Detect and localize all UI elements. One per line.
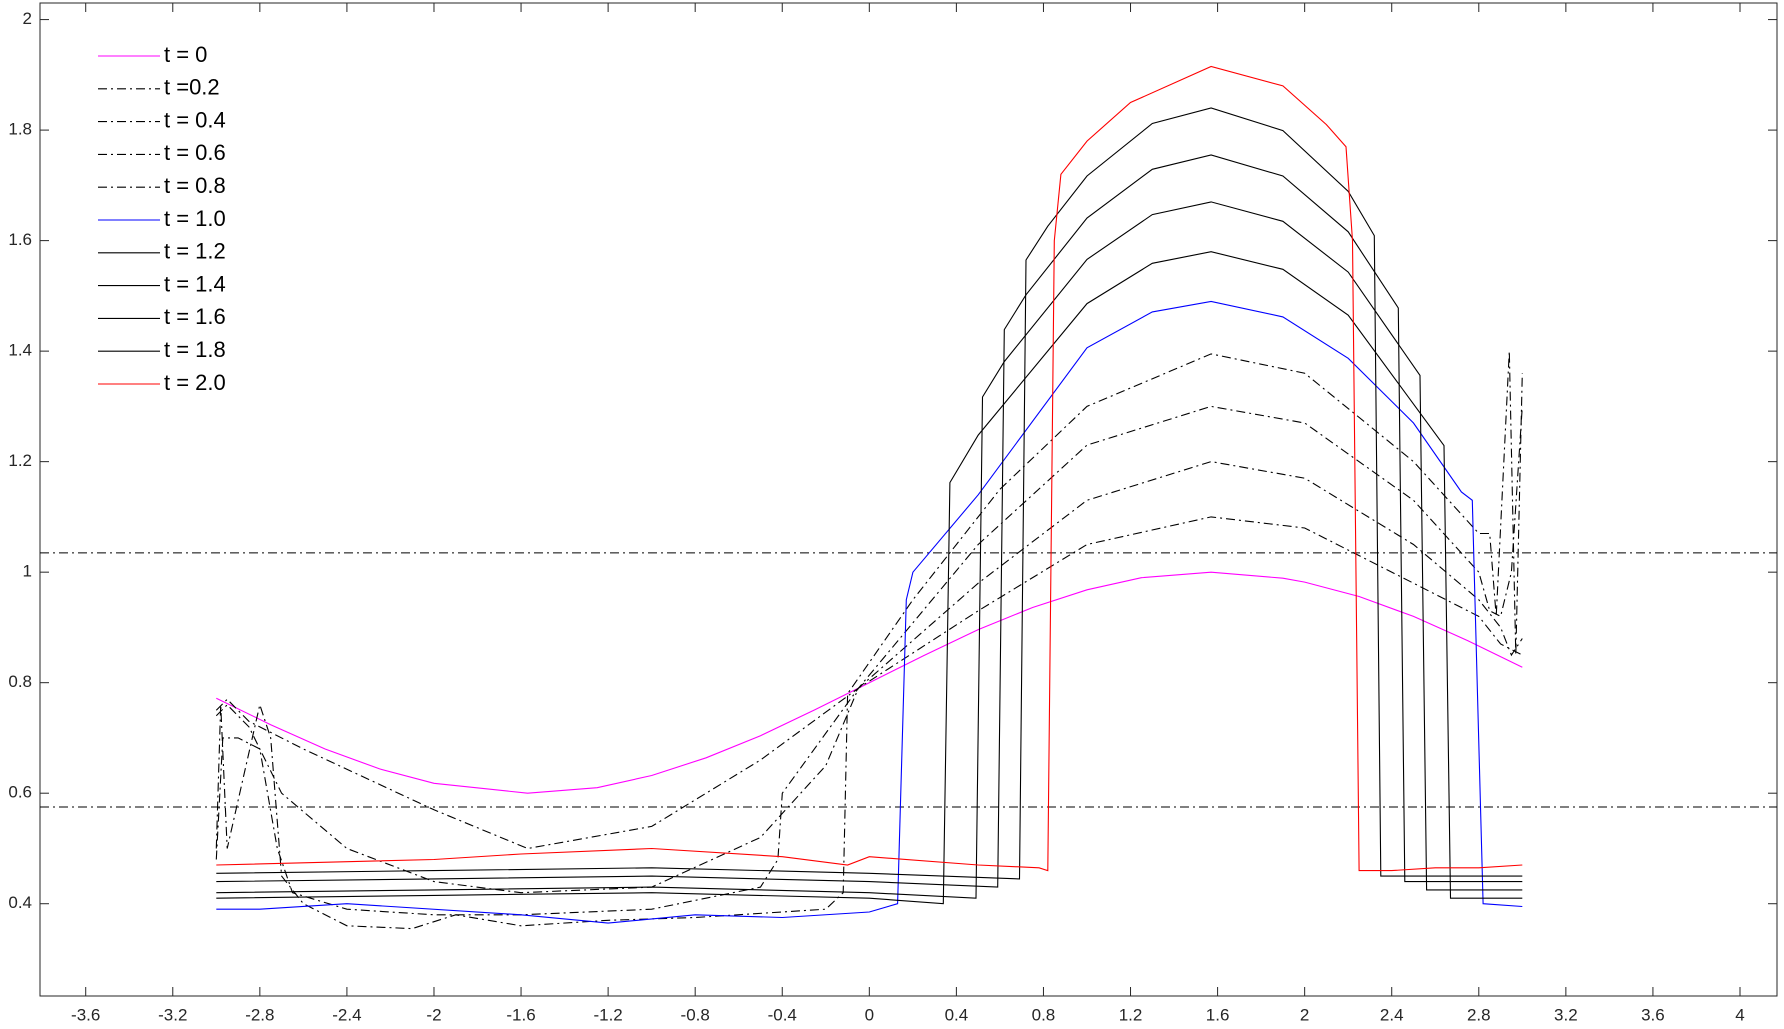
- legend-label: t =0.2: [164, 75, 220, 100]
- legend-label: t = 2.0: [164, 370, 226, 395]
- legend-label: t = 0.4: [164, 107, 226, 132]
- series-line: [216, 201, 1523, 899]
- y-tick-label: 1.2: [8, 451, 32, 470]
- x-tick-label: 1.6: [1206, 1005, 1230, 1024]
- x-tick-label: 0.8: [1032, 1005, 1056, 1024]
- legend-label: t = 1.0: [164, 206, 226, 231]
- x-tick-label: 2.4: [1380, 1005, 1404, 1024]
- series-line: [216, 65, 1523, 872]
- series-line: [216, 107, 1523, 880]
- y-tick-label: 1.4: [8, 341, 32, 360]
- y-tick-label: 1.6: [8, 230, 32, 249]
- x-tick-label: -2.8: [245, 1005, 274, 1024]
- legend-label: t = 0: [164, 42, 207, 67]
- x-tick-label: -2: [426, 1005, 441, 1024]
- series-line: [216, 300, 1523, 924]
- series-line: [216, 154, 1523, 888]
- x-tick-label: 3.2: [1554, 1005, 1578, 1024]
- legend-label: t = 0.6: [164, 140, 226, 165]
- legend-label: t = 1.6: [164, 304, 226, 329]
- y-tick-label: 0.6: [8, 783, 32, 802]
- legend-label: t = 1.2: [164, 239, 226, 264]
- legend-label: t = 1.4: [164, 271, 226, 296]
- series-line: [215, 405, 1523, 916]
- x-tick-label: -3.2: [158, 1005, 187, 1024]
- series-line: [215, 351, 1523, 930]
- x-tick-label: 0: [865, 1005, 874, 1024]
- series-line: [216, 251, 1523, 905]
- series-line: [215, 516, 1523, 850]
- x-tick-label: -2.4: [332, 1005, 361, 1024]
- plot-area: [39, 2, 1778, 997]
- x-tick-label: 2: [1300, 1005, 1309, 1024]
- x-tick-label: -1.2: [593, 1005, 622, 1024]
- legend: t = 0 t =0.2 t = 0.4 t = 0.6 t = 0.8 t = 1.0 t…: [98, 42, 226, 395]
- x-tick-label: -3.6: [71, 1005, 100, 1024]
- x-tick-label: 0.4: [945, 1005, 969, 1024]
- x-tick-label: 2.8: [1467, 1005, 1491, 1024]
- x-tick-label: 1.2: [1119, 1005, 1143, 1024]
- series-line: [216, 571, 1523, 794]
- series-line: [215, 461, 1523, 894]
- x-tick-label: -1.6: [506, 1005, 535, 1024]
- y-tick-label: 1.8: [8, 120, 32, 139]
- legend-label: t = 0.8: [164, 173, 226, 198]
- y-tick-label: 1: [23, 562, 32, 581]
- y-tick-label: 0.4: [8, 893, 32, 912]
- y-tick-label: 2: [23, 9, 32, 28]
- legend-label: t = 1.8: [164, 337, 226, 362]
- x-tick-label: -0.4: [768, 1005, 797, 1024]
- x-tick-label: 3.6: [1641, 1005, 1665, 1024]
- x-tick-label: 4: [1735, 1005, 1744, 1024]
- x-tick-label: -0.8: [681, 1005, 710, 1024]
- y-tick-label: 0.8: [8, 672, 32, 691]
